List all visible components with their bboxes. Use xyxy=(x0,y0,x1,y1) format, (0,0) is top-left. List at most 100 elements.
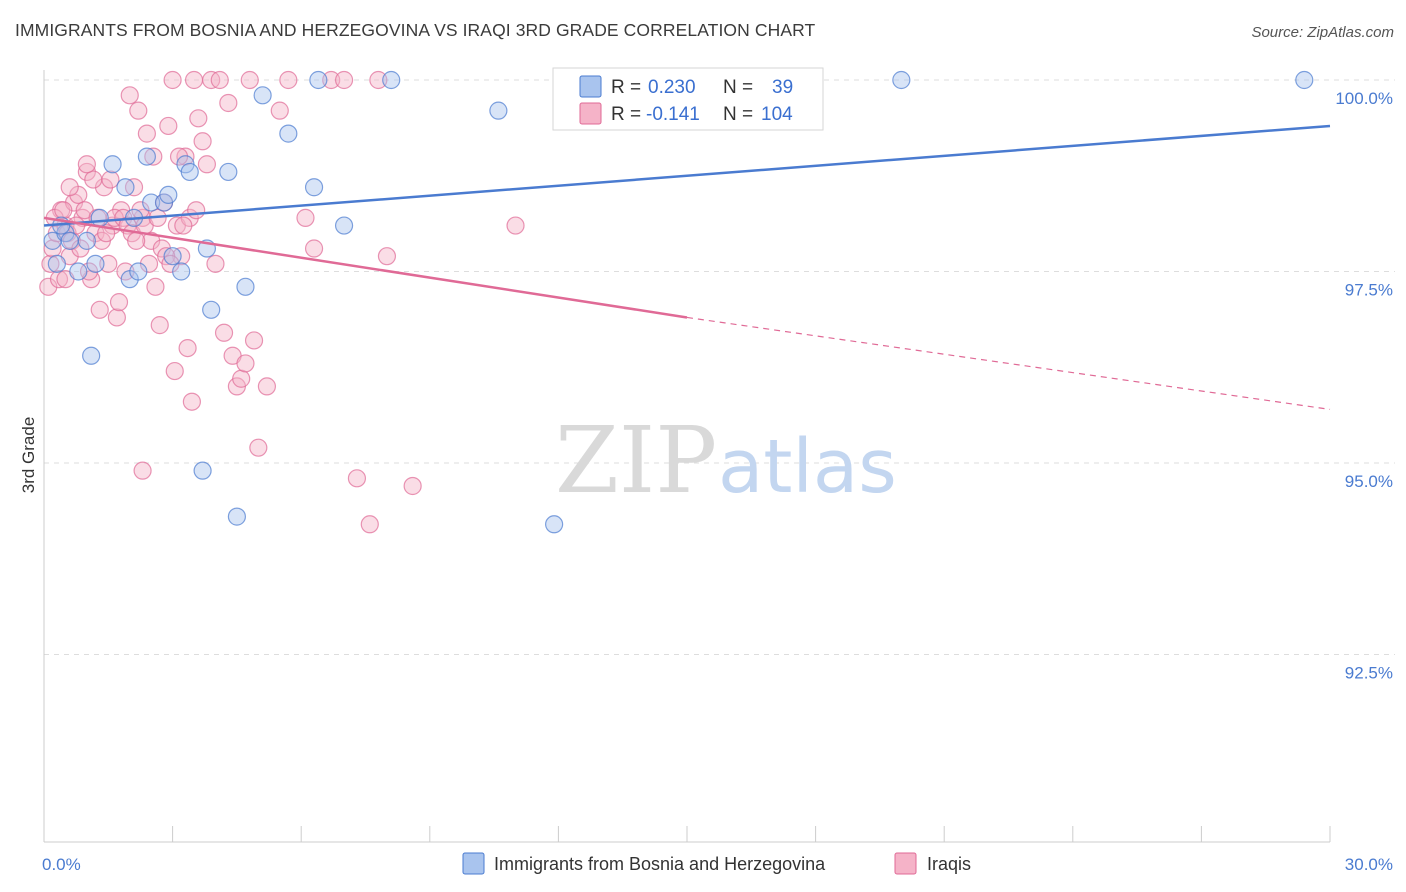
point-iraqis xyxy=(506,216,525,235)
point-iraqis xyxy=(296,208,315,227)
series-legend-swatch-pink xyxy=(894,852,917,875)
y-tick-labels: 100.0% 97.5% 95.0% 92.5% xyxy=(1335,89,1393,683)
point-bosnia xyxy=(309,70,328,90)
point-bosnia xyxy=(90,208,109,227)
legend-n-value-2: 104 xyxy=(761,104,793,125)
point-iraqis xyxy=(360,515,379,534)
point-iraqis xyxy=(99,254,118,273)
point-bosnia xyxy=(137,147,156,166)
point-iraqis xyxy=(236,354,255,373)
point-bosnia xyxy=(142,193,161,212)
point-bosnia xyxy=(47,254,66,273)
y-tick-label: 92.5% xyxy=(1345,664,1393,683)
legend-swatch-blue xyxy=(579,75,602,98)
point-iraqis xyxy=(322,70,341,90)
point-iraqis xyxy=(219,93,238,113)
point-iraqis xyxy=(174,216,193,235)
point-iraqis xyxy=(249,438,268,457)
point-iraqis xyxy=(403,476,422,496)
watermark-atlas: atlas xyxy=(718,424,897,510)
point-iraqis xyxy=(210,70,229,90)
point-bosnia xyxy=(60,231,79,250)
point-iraqis xyxy=(77,155,96,174)
point-bosnia xyxy=(227,507,246,526)
point-bosnia xyxy=(545,515,564,534)
point-iraqis xyxy=(206,254,225,273)
point-bosnia xyxy=(86,254,105,273)
watermark-zip: ZIP xyxy=(555,407,717,514)
y-axis-label: 3rd Grade xyxy=(19,417,38,494)
point-iraqis xyxy=(334,70,354,90)
point-bosnia xyxy=(1295,70,1314,90)
point-iraqis xyxy=(257,377,277,396)
point-bosnia xyxy=(382,70,401,90)
point-iraqis xyxy=(184,70,204,90)
legend-n-value-1: 39 xyxy=(772,77,793,98)
point-bosnia xyxy=(279,124,298,143)
trend-line-bosnia xyxy=(43,124,1331,227)
point-bosnia xyxy=(77,231,96,250)
point-iraqis xyxy=(159,116,178,136)
point-iraqis xyxy=(270,101,289,120)
legend-n-label-1: N = xyxy=(723,77,753,98)
point-iraqis xyxy=(197,155,216,174)
point-iraqis xyxy=(377,247,397,266)
point-iraqis xyxy=(240,70,259,90)
x-tick-label: 30.0% xyxy=(1345,855,1393,874)
trend-lines xyxy=(43,124,1331,410)
point-bosnia xyxy=(489,101,508,120)
point-bosnia xyxy=(219,162,238,182)
point-iraqis xyxy=(150,316,169,335)
point-bosnia xyxy=(253,86,272,105)
point-iraqis xyxy=(304,239,324,258)
y-tick-label: 100.0% xyxy=(1335,89,1393,108)
point-iraqis xyxy=(84,170,103,189)
legend-r-value-2: -0.141 xyxy=(646,104,700,125)
point-bosnia xyxy=(892,70,911,90)
point-bosnia xyxy=(116,178,135,197)
point-bosnia xyxy=(334,216,354,235)
point-bosnia xyxy=(159,185,178,204)
point-bosnia xyxy=(202,300,221,319)
trend-line-iraqis-extension xyxy=(686,316,1331,410)
point-iraqis xyxy=(144,147,163,166)
point-bosnia xyxy=(82,346,101,365)
series-legend-label-bosnia: Immigrants from Bosnia and Herzegovina xyxy=(494,854,826,874)
point-iraqis xyxy=(178,339,197,358)
legend-r-label-1: R = xyxy=(611,77,641,98)
point-iraqis xyxy=(107,308,126,327)
trend-line-iraqis xyxy=(43,216,688,319)
point-iraqis xyxy=(214,323,234,342)
point-iraqis xyxy=(244,331,264,350)
point-iraqis xyxy=(369,70,388,90)
legend-swatch-pink xyxy=(579,102,602,125)
point-bosnia xyxy=(304,178,324,197)
point-iraqis xyxy=(146,277,165,296)
x-tick-label: 0.0% xyxy=(42,855,81,874)
source-label: Source: ZipAtlas.com xyxy=(1251,24,1394,41)
point-bosnia xyxy=(103,155,122,174)
legend-r-value-1: 0.230 xyxy=(648,77,696,98)
point-iraqis xyxy=(193,132,212,151)
point-bosnia xyxy=(69,262,88,281)
point-iraqis xyxy=(49,270,69,289)
point-iraqis xyxy=(101,170,120,189)
point-iraqis xyxy=(127,231,146,250)
point-bosnia xyxy=(180,162,199,182)
point-iraqis xyxy=(90,300,109,319)
point-iraqis xyxy=(189,109,208,128)
point-iraqis xyxy=(109,293,129,312)
legend-r-label-2: R = xyxy=(611,104,641,125)
series-legend-swatch-blue xyxy=(462,852,485,875)
chart-title: IMMIGRANTS FROM BOSNIA AND HERZEGOVINA V… xyxy=(15,20,816,40)
stats-legend: R = 0.230 N = 39 R = -0.141 N = 104 xyxy=(552,67,824,131)
point-iraqis xyxy=(137,124,156,143)
y-tick-label: 95.0% xyxy=(1345,472,1393,491)
point-bosnia xyxy=(236,277,255,296)
point-iraqis xyxy=(165,361,184,381)
series-legend: Immigrants from Bosnia and Herzegovina I… xyxy=(462,852,971,875)
point-iraqis xyxy=(129,101,148,120)
point-bosnia xyxy=(163,247,182,266)
point-bosnia xyxy=(193,461,212,480)
watermark: ZIP atlas xyxy=(555,407,897,514)
